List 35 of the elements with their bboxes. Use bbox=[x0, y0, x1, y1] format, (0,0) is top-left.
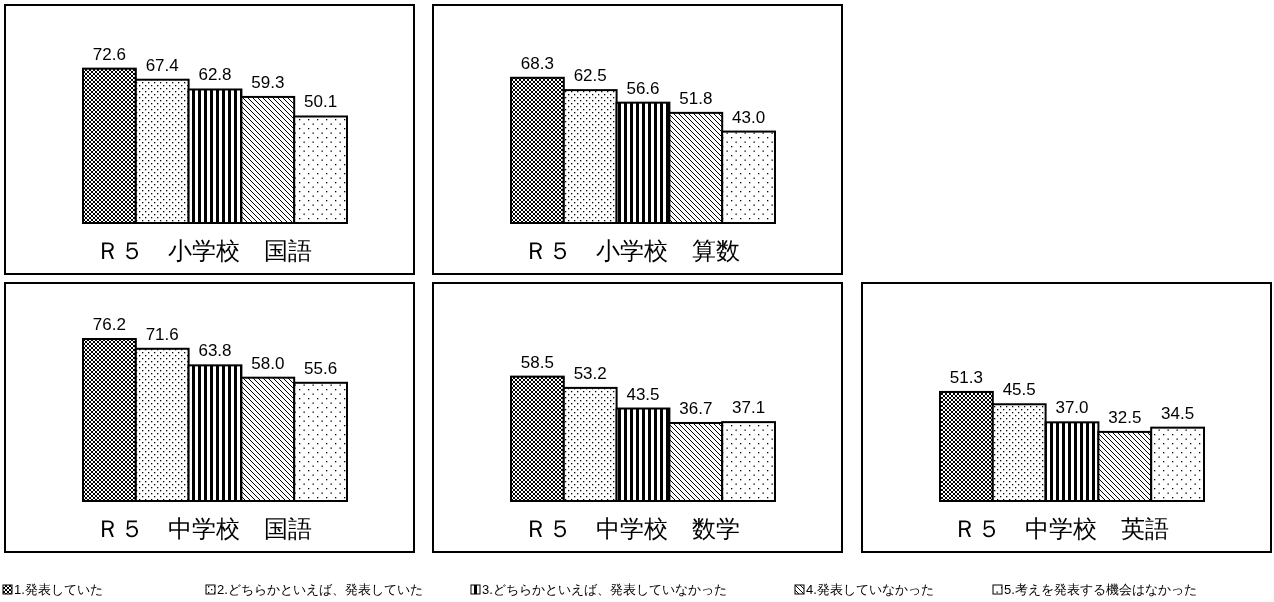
data-label: 43.0 bbox=[732, 107, 766, 127]
x-axis-title: Ｒ５ 中学校 国語 bbox=[95, 515, 312, 542]
legend-label: 3.どちらかといえば、発表していなかった bbox=[482, 582, 727, 597]
data-label: 63.8 bbox=[198, 341, 232, 361]
data-label: 34.5 bbox=[1161, 403, 1195, 423]
data-label: 59.3 bbox=[251, 72, 285, 92]
data-label: 45.5 bbox=[1002, 380, 1036, 400]
data-label: 50.1 bbox=[304, 92, 338, 112]
data-label: 72.6 bbox=[92, 44, 126, 64]
data-label: 51.8 bbox=[679, 88, 713, 108]
x-axis-title: Ｒ５ 小学校 算数 bbox=[523, 237, 740, 264]
data-label: 32.5 bbox=[1108, 407, 1142, 427]
data-label: 58.5 bbox=[520, 352, 554, 372]
data-label: 55.6 bbox=[304, 358, 338, 378]
data-label: 43.5 bbox=[626, 384, 660, 404]
data-label: 67.4 bbox=[145, 55, 179, 75]
data-label: 71.6 bbox=[145, 324, 179, 344]
x-axis-title: Ｒ５ 中学校 数学 bbox=[523, 515, 740, 542]
legend-label: 1.発表していた bbox=[14, 582, 103, 597]
x-axis-title: Ｒ５ 中学校 英語 bbox=[952, 515, 1169, 542]
data-label: 51.3 bbox=[949, 367, 983, 387]
legend-label: 4.発表していなかった bbox=[806, 582, 934, 597]
data-label: 76.2 bbox=[92, 315, 126, 334]
data-label: 68.3 bbox=[520, 53, 554, 73]
data-label: 56.6 bbox=[626, 78, 660, 98]
x-axis-title: Ｒ５ 小学校 国語 bbox=[95, 237, 312, 264]
data-label: 62.5 bbox=[573, 66, 607, 86]
data-label: 37.1 bbox=[732, 398, 766, 418]
data-label: 53.2 bbox=[573, 363, 607, 383]
legend-label: 5.考えを発表する機会はなかった bbox=[1004, 582, 1197, 597]
data-label: 62.8 bbox=[198, 65, 232, 85]
data-label: 58.0 bbox=[251, 353, 285, 373]
data-label: 37.0 bbox=[1055, 398, 1089, 418]
data-label: 36.7 bbox=[679, 398, 713, 418]
legend-label: 2.どちらかといえば、発表していた bbox=[217, 582, 423, 597]
